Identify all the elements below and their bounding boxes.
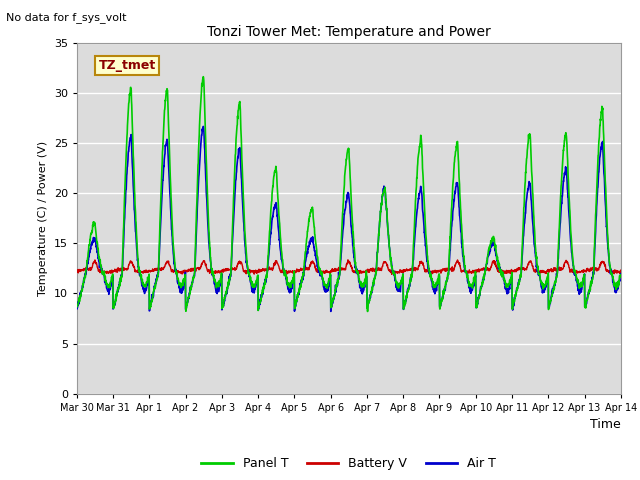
Text: No data for f_sys_volt: No data for f_sys_volt: [6, 12, 127, 23]
Title: Tonzi Tower Met: Temperature and Power: Tonzi Tower Met: Temperature and Power: [207, 25, 491, 39]
X-axis label: Time: Time: [590, 418, 621, 431]
Text: TZ_tmet: TZ_tmet: [99, 59, 156, 72]
Legend: Panel T, Battery V, Air T: Panel T, Battery V, Air T: [196, 453, 501, 475]
Y-axis label: Temperature (C) / Power (V): Temperature (C) / Power (V): [38, 141, 48, 296]
